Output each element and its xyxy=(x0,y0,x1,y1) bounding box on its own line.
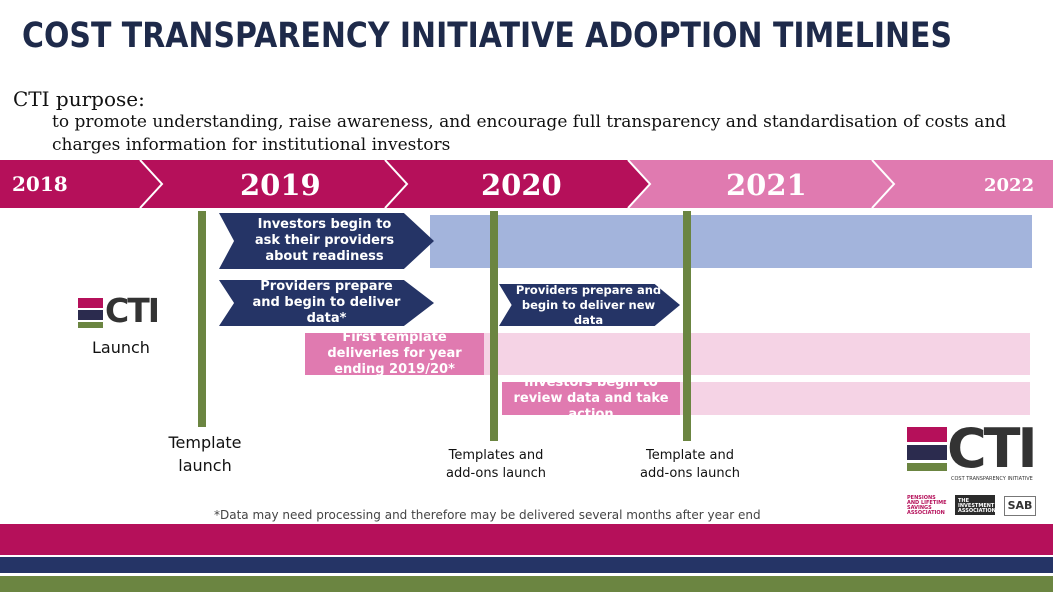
providers-prepare-new-text: Providers prepare and begin to deliver n… xyxy=(515,282,662,327)
year-segment-2018 xyxy=(0,160,162,208)
ia-logo: THE INVESTMENT ASSOCIATION xyxy=(955,495,996,515)
year-segment-2020 xyxy=(385,160,650,208)
year-segment-2021 xyxy=(628,160,894,208)
providers-prepare-arrow: Providers prepare and begin to deliver d… xyxy=(219,280,434,326)
first-template-text: First template deliveries for year endin… xyxy=(327,330,462,377)
year-label-2021: 2021 xyxy=(726,168,807,202)
logo-stripe-red xyxy=(78,298,103,308)
logo-stripe-red xyxy=(907,427,947,442)
footer-band-navy xyxy=(0,557,1053,573)
template-addons-label: Template and add-ons launch xyxy=(640,448,740,481)
year-label-2018: 2018 xyxy=(12,172,68,196)
template-addons-line xyxy=(683,211,691,441)
templates-addons-label: Templates and add-ons launch xyxy=(446,448,546,481)
plsa-logo: PENSIONS AND LIFETIME SAVINGS ASSOCIATIO… xyxy=(907,495,947,516)
year-timeline: 2018 2019 2020 2021 2022 xyxy=(0,160,1053,208)
logo-stripe-green xyxy=(78,322,103,328)
logo-stripe-green xyxy=(907,463,947,471)
year-segment-2019 xyxy=(140,160,407,208)
first-template-box: First template deliveries for year endin… xyxy=(305,330,484,377)
providers-prepare-new-arrow: Providers prepare and begin to deliver n… xyxy=(499,284,680,326)
year-segment-2022 xyxy=(872,160,1053,208)
year-label-2020: 2020 xyxy=(481,168,562,202)
year-label-2019: 2019 xyxy=(240,168,321,202)
investors-review-text: Investors begin to review data and take … xyxy=(513,374,669,422)
logo-wordmark: CTI xyxy=(105,291,160,330)
investors-review-continuation-bar xyxy=(680,382,1030,415)
logo-wordmark: CTI xyxy=(947,417,1038,480)
purpose-label: CTI purpose: xyxy=(13,87,145,111)
logo-subtitle: COST TRANSPARENCY INITIATIVE xyxy=(951,476,1033,482)
year-label-2022: 2022 xyxy=(984,175,1034,196)
footer-band-green xyxy=(0,576,1053,592)
investors-ask-arrow: Investors begin to ask their providers a… xyxy=(219,213,434,269)
sab-logo: SAB xyxy=(1004,496,1036,516)
footnote: *Data may need processing and therefore … xyxy=(214,508,761,522)
templates-addons-line xyxy=(490,211,498,441)
page-title: COST TRANSPARENCY INITIATIVE ADOPTION TI… xyxy=(22,16,953,56)
purpose-text: to promote understanding, raise awarenes… xyxy=(52,112,1007,155)
first-template-continuation-bar xyxy=(484,333,1030,375)
investors-ask-text: Investors begin to ask their providers a… xyxy=(254,217,395,264)
template-launch-line xyxy=(198,211,206,427)
investors-review-box: Investors begin to review data and take … xyxy=(502,375,680,422)
footer-band-crimson xyxy=(0,524,1053,555)
template-launch-label: Template launch xyxy=(168,433,242,475)
logo-stripe-navy xyxy=(907,445,947,460)
logo-stripe-navy xyxy=(78,310,103,320)
providers-prepare-text: Providers prepare and begin to deliver d… xyxy=(252,279,401,326)
launch-label: Launch xyxy=(92,338,150,357)
investors-ask-continuation-bar xyxy=(430,215,1032,268)
ia-logo-text: THE INVESTMENT ASSOCIATION xyxy=(958,498,996,514)
